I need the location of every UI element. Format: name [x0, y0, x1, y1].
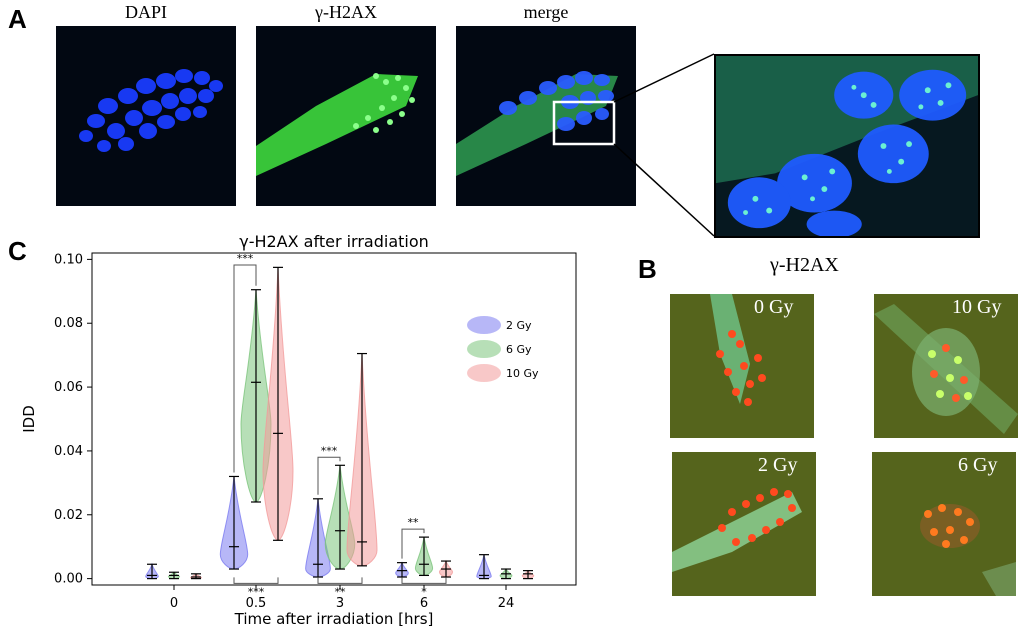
- significance-label: ***: [321, 444, 338, 457]
- legend-label: 2 Gy: [506, 319, 532, 332]
- panel-letter-a: A: [8, 4, 27, 34]
- dose-2gy-panel: 2 Gy: [672, 452, 816, 596]
- zoom-region-box: [552, 100, 616, 146]
- x-axis: 0 0.5 3 6 24: [170, 585, 514, 611]
- significance-bracket: [317, 577, 363, 584]
- panel-letter-c: C: [8, 236, 27, 266]
- significance-bracket: [401, 577, 447, 584]
- label-dapi: DAPI: [124, 2, 167, 22]
- dose-10gy-micrograph: [874, 294, 1018, 438]
- y-tick-label: 0.02: [54, 508, 83, 523]
- y-tick-label: 0.08: [54, 316, 83, 331]
- chart-title: γ-H2AX after irradiation: [239, 232, 429, 251]
- significance-brackets: *********** ** *: [233, 252, 447, 598]
- h2ax-micrograph: [256, 26, 436, 206]
- significance-bracket: [233, 577, 279, 584]
- violins: [145, 266, 535, 580]
- significance-bracket: [317, 456, 341, 495]
- label-merge: merge: [523, 2, 569, 22]
- zoomed-merge-micrograph: [714, 54, 980, 238]
- x-tick-label: 6: [420, 596, 428, 611]
- y-tick-label: 0.04: [54, 444, 83, 459]
- significance-bracket: [401, 528, 425, 559]
- violin-chart: γ-H2AX after irradiation 0.000.020.040.0…: [20, 232, 577, 628]
- x-tick-label: 0: [170, 596, 178, 611]
- dose-10gy-panel: 10 Gy: [874, 294, 1018, 438]
- legend-swatch: [467, 364, 501, 382]
- significance-label: *: [421, 585, 427, 598]
- dose-6gy-micrograph: [872, 452, 1016, 596]
- significance-bracket: [233, 264, 257, 473]
- merge-micrograph: [456, 26, 636, 206]
- dose-label-0gy: 0 Gy: [754, 296, 794, 318]
- dose-0gy-micrograph: [670, 294, 814, 438]
- x-axis-label: Time after irradiation [hrs]: [234, 610, 434, 628]
- y-tick-label: 0.10: [54, 252, 83, 267]
- dose-2gy-micrograph: [672, 452, 816, 596]
- dose-6gy-panel: 6 Gy: [872, 452, 1016, 596]
- dose-label-6gy: 6 Gy: [958, 454, 998, 476]
- label-h2ax: γ-H2AX: [315, 2, 377, 22]
- y-axis: 0.00 0.02 0.04 0.06 0.08 0.10: [54, 252, 92, 587]
- significance-label: **: [335, 585, 347, 598]
- x-tick-label: 3: [336, 596, 344, 611]
- x-tick-label: 24: [498, 596, 515, 611]
- dose-label-10gy: 10 Gy: [952, 296, 1002, 318]
- y-axis-label: IDD: [20, 405, 38, 433]
- panel-b-title: γ-H2AX: [770, 254, 839, 276]
- significance-label: ***: [248, 585, 265, 598]
- legend-label: 10 Gy: [506, 367, 539, 380]
- dapi-micrograph: [56, 26, 236, 206]
- legend-label: 6 Gy: [506, 343, 532, 356]
- y-tick-label: 0.06: [54, 380, 83, 395]
- legend: 2 Gy 6 Gy 10 Gy: [467, 316, 539, 382]
- significance-label: **: [408, 516, 420, 529]
- x-tick-label: 0.5: [246, 596, 267, 611]
- legend-swatch: [467, 340, 501, 358]
- dose-0gy-panel: 0 Gy: [670, 294, 814, 438]
- y-tick-label: 0.00: [54, 572, 83, 587]
- legend-swatch: [467, 316, 501, 334]
- significance-label: ***: [237, 252, 254, 265]
- panel-letter-b: B: [638, 254, 657, 284]
- dose-label-2gy: 2 Gy: [758, 454, 798, 476]
- plot-frame: [91, 252, 577, 586]
